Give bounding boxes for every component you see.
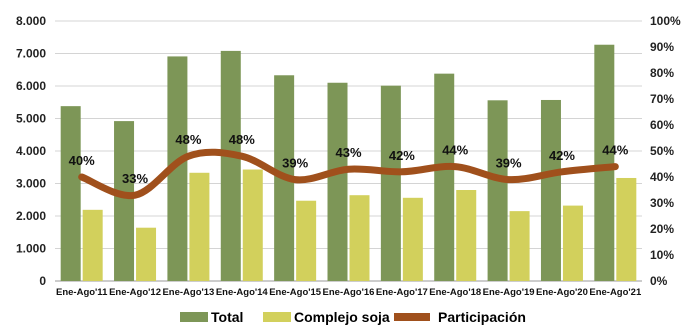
- x-tick-label: Ene-Ago'14: [216, 287, 269, 298]
- y-right-tick-label: 20%: [650, 222, 674, 236]
- bar-complejo-soja: [136, 227, 157, 281]
- x-tick-label: Ene-Ago'17: [376, 287, 428, 298]
- x-tick-label: Ene-Ago'12: [109, 287, 161, 298]
- y-left-tick-label: 6.000: [16, 79, 46, 93]
- bar-complejo-soja: [82, 209, 103, 281]
- bar-total: [60, 106, 81, 282]
- bar-total: [220, 50, 241, 282]
- data-label-participacion: 42%: [549, 148, 575, 163]
- y-right-tick-label: 30%: [650, 196, 674, 210]
- legend-label-participacion: Participación: [438, 309, 526, 325]
- bar-complejo-soja: [616, 177, 637, 281]
- data-label-participacion: 39%: [496, 156, 522, 171]
- bar-total: [327, 82, 348, 281]
- x-tick-label: Ene-Ago'11: [56, 287, 108, 298]
- legend-swatch-complejo-soja: [263, 312, 291, 322]
- y-right-tick-label: 40%: [650, 170, 674, 184]
- bar-total: [434, 73, 455, 282]
- y-right-tick-label: 50%: [650, 144, 674, 158]
- y-left-tick-label: 1.000: [16, 242, 46, 256]
- x-tick-label: Ene-Ago'15: [269, 287, 322, 298]
- x-tick-label: Ene-Ago'13: [162, 287, 214, 298]
- legend-label-total: Total: [211, 309, 243, 325]
- x-tick-label: Ene-Ago'18: [429, 287, 481, 298]
- legend-label-complejo-soja: Complejo soja: [294, 309, 390, 325]
- bar-total: [114, 121, 135, 281]
- bar-complejo-soja: [189, 172, 210, 281]
- data-label-participacion: 33%: [122, 171, 148, 186]
- y-right-tick-label: 60%: [650, 118, 674, 132]
- data-label-participacion: 48%: [229, 132, 255, 147]
- bar-complejo-soja: [296, 200, 317, 281]
- y-right-tick-label: 80%: [650, 66, 674, 80]
- y-left-tick-label: 3.000: [16, 177, 46, 191]
- y-right-tick-label: 0%: [650, 274, 668, 288]
- y-left-tick-label: 0: [39, 274, 46, 288]
- bar-total: [167, 56, 188, 281]
- bar-total: [380, 85, 401, 281]
- bar-complejo-soja: [402, 197, 423, 281]
- y-right-tick-label: 70%: [650, 92, 674, 106]
- bar-complejo-soja: [509, 211, 530, 281]
- y-right-tick-label: 10%: [650, 248, 674, 262]
- y-left-tick-label: 4.000: [16, 144, 46, 158]
- bar-complejo-soja: [349, 195, 370, 281]
- data-label-participacion: 48%: [175, 132, 201, 147]
- x-tick-label: Ene-Ago'21: [589, 287, 642, 298]
- data-label-participacion: 39%: [282, 156, 308, 171]
- x-tick-label: Ene-Ago'16: [323, 287, 375, 298]
- x-tick-label: Ene-Ago'19: [483, 287, 535, 298]
- legend-swatch-total: [180, 312, 208, 322]
- y-left-tick-label: 7.000: [16, 47, 46, 61]
- data-label-participacion: 44%: [442, 143, 468, 158]
- x-tick-label: Ene-Ago'20: [536, 287, 588, 298]
- bar-complejo-soja: [242, 169, 263, 281]
- line-participacion: [78, 148, 619, 200]
- bar-total: [487, 100, 508, 281]
- bar-complejo-soja: [456, 190, 477, 281]
- bar-total: [594, 44, 615, 281]
- bar-complejo-soja: [562, 205, 583, 281]
- y-left-tick-label: 2.000: [16, 209, 46, 223]
- y-left-tick-label: 5.000: [16, 112, 46, 126]
- bar-total: [540, 99, 561, 281]
- data-label-participacion: 44%: [602, 143, 628, 158]
- data-label-participacion: 42%: [389, 148, 415, 163]
- data-label-participacion: 40%: [69, 153, 95, 168]
- y-right-tick-label: 100%: [650, 14, 681, 28]
- data-label-participacion: 43%: [335, 145, 361, 160]
- y-left-tick-label: 8.000: [16, 14, 46, 28]
- y-right-tick-label: 90%: [650, 40, 674, 54]
